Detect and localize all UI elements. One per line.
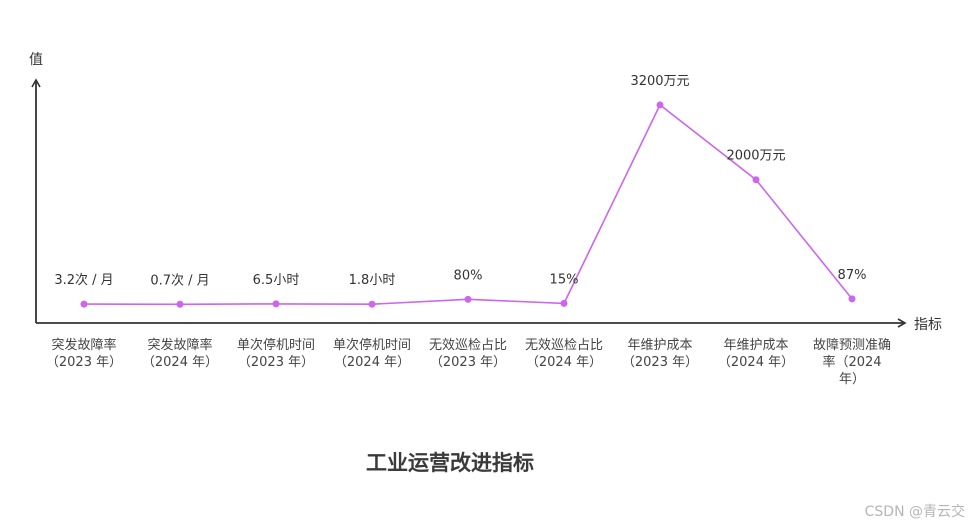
x-tick-label: 故障预测准确率（2024 年） — [813, 338, 891, 387]
x-axis-title: 指标 — [914, 317, 942, 333]
data-label: 0.7次 / 月 — [150, 272, 209, 288]
data-point — [464, 295, 472, 303]
data-point — [368, 300, 376, 308]
x-tick-labels: 突发故障率（2023 年） 突发故障率（2024 年） 单次停机时间（2023 年）… — [46, 337, 891, 387]
x-tick-label: 单次停机时间（2023 年） — [237, 337, 315, 370]
data-point — [656, 101, 664, 109]
data-point — [80, 300, 88, 308]
x-tick-label: 突发故障率（2023 年） — [46, 337, 122, 370]
x-tick-label: 年维护成本（2024 年） — [718, 338, 794, 370]
data-point — [560, 299, 568, 307]
data-point — [848, 295, 856, 303]
data-label: 80% — [454, 268, 483, 283]
y-axis-title: 值 — [29, 52, 43, 68]
chart-title: 工业运营改进指标 — [366, 451, 534, 475]
x-tick-label: 突发故障率（2024 年） — [142, 337, 218, 370]
x-tick-label: 无效巡检占比（2024 年） — [525, 338, 603, 370]
data-label: 3.2次 / 月 — [54, 272, 113, 288]
watermark: CSDN @青云交 — [865, 503, 965, 520]
data-point — [272, 300, 280, 308]
x-tick-label: 单次停机时间（2024 年） — [333, 337, 411, 370]
x-tick-label: 年维护成本（2023 年） — [622, 338, 698, 370]
data-label: 15% — [550, 272, 579, 287]
data-point — [752, 176, 760, 184]
data-label: 2000万元 — [726, 149, 785, 164]
series-group: 3.2次 / 月 0.7次 / 月 6.5小时 1.8小时 80% 15% 3200万元 20… — [54, 74, 866, 308]
data-point — [176, 300, 184, 308]
x-tick-label: 无效巡检占比（2023 年） — [429, 338, 507, 370]
data-label: 1.8小时 — [349, 273, 396, 288]
data-label: 6.5小时 — [253, 273, 300, 288]
data-label: 87% — [838, 268, 867, 283]
data-label: 3200万元 — [630, 74, 689, 89]
